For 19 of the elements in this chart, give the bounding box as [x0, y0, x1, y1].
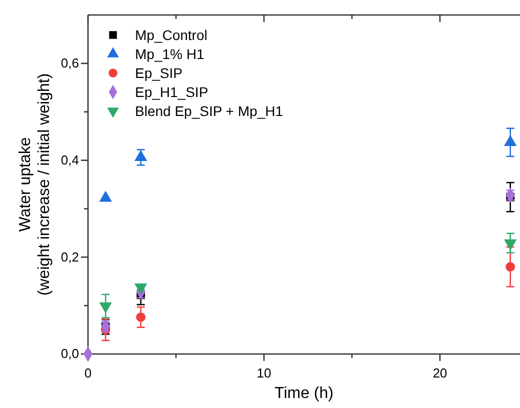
legend-label: Ep_SIP — [135, 65, 182, 81]
legend-label: Ep_H1_SIP — [135, 84, 208, 100]
y-tick-label: 0,0 — [60, 346, 79, 362]
x-tick-label: 20 — [432, 365, 448, 380]
legend-label: Mp_Control — [135, 27, 208, 43]
x-tick-label: 10 — [256, 365, 272, 380]
x-axis-title: Time (h) — [274, 385, 334, 402]
legend-label: Mp_1% H1 — [135, 46, 204, 62]
y-tick-label: 0,2 — [60, 249, 79, 264]
y-tick-label: 0,6 — [60, 56, 79, 71]
x-tick-label: 0 — [84, 365, 92, 380]
legend-label: Blend Ep_SIP + Mp_H1 — [135, 103, 284, 119]
y-axis-title: Water uptake (weight increase / initial weight) — [17, 73, 54, 296]
point — [134, 150, 148, 162]
point — [136, 312, 146, 322]
point — [504, 135, 517, 146]
point — [99, 190, 112, 202]
point — [506, 262, 516, 272]
y-tick-label: 0,4 — [60, 152, 79, 168]
